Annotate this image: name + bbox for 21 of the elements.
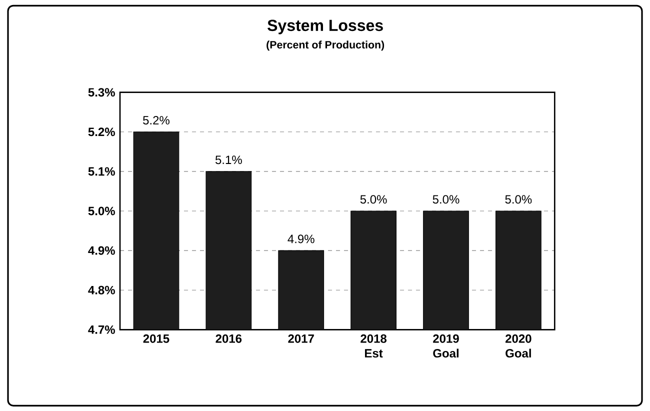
data-label: 5.0%: [432, 195, 460, 204]
y-tick-label: 4.8%: [88, 286, 115, 294]
y-tick-label: 5.0%: [88, 206, 115, 216]
y-tick-label: 4.7%: [88, 325, 115, 334]
y-tick-label: 5.2%: [88, 128, 115, 136]
x-tick-label: 2015: [143, 334, 170, 343]
y-tick-label: 5.3%: [88, 88, 115, 97]
data-label: 5.0%: [360, 195, 387, 204]
data-label: 4.9%: [288, 234, 314, 244]
data-label: 5.0%: [505, 195, 532, 204]
y-tick-label: 4.9%: [88, 246, 115, 255]
x-tick-label: 2018 Est: [360, 334, 387, 358]
chart-subtitle: (Percent of Production): [266, 40, 384, 51]
x-tick-label: 2020 Goal: [506, 334, 532, 358]
y-tick-label: 5.1%: [88, 167, 115, 176]
x-tick-label: 2017: [288, 334, 314, 343]
data-label: 5.1%: [215, 156, 242, 164]
x-tick-label: 2016: [216, 334, 242, 343]
data-label: 5.2%: [143, 116, 170, 125]
x-tick-label: 2019 Goal: [433, 334, 459, 358]
chart-title: System Losses: [268, 20, 383, 34]
